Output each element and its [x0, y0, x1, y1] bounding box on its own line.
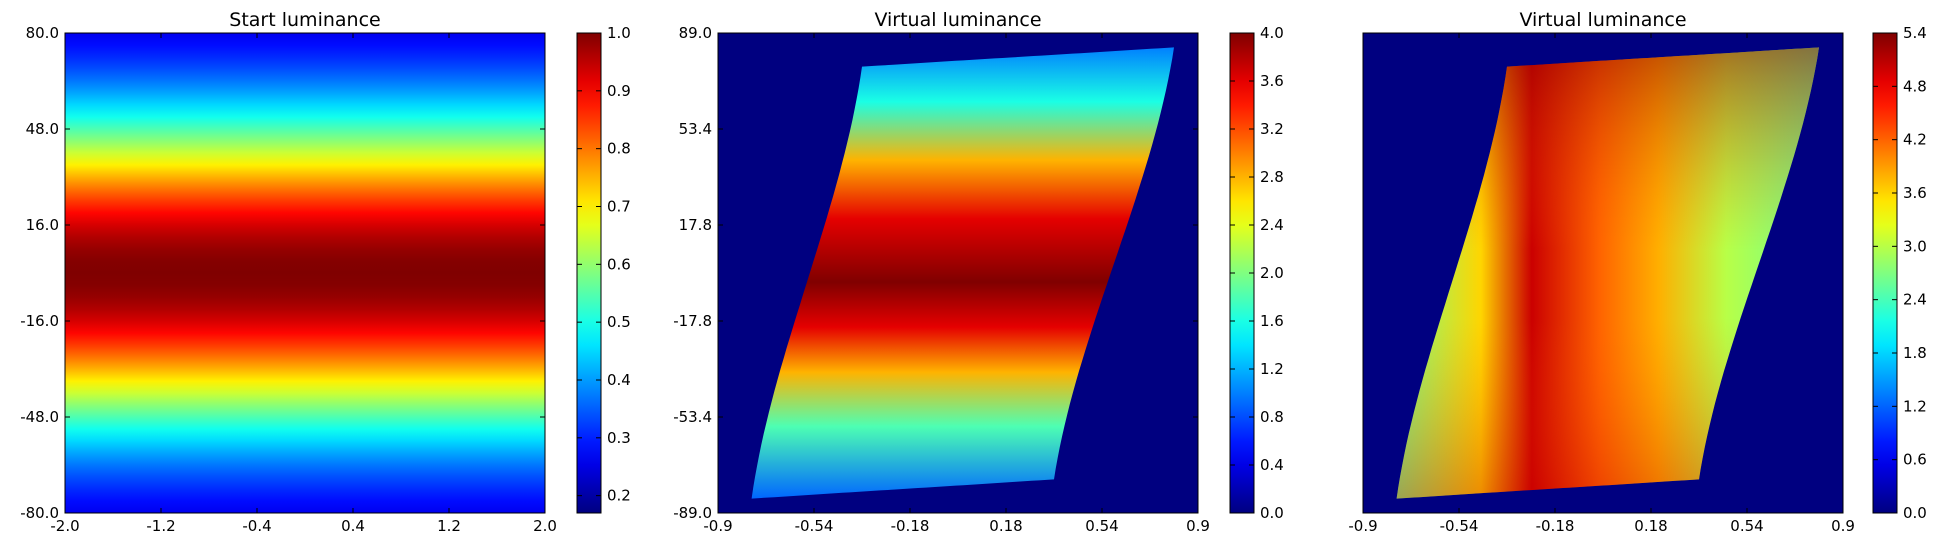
colorbar-tick-label: 3.6 — [1903, 184, 1927, 202]
colorbar-tick-label: 1.0 — [607, 24, 631, 42]
axes-frame — [717, 32, 1199, 514]
colorbar-tick-label: 0.4 — [1260, 456, 1284, 474]
colorbar-tick-label: 4.8 — [1903, 77, 1927, 95]
y-tick-label: -16.0 — [20, 312, 59, 330]
x-tick-label: 0.4 — [341, 517, 365, 535]
colorbar-tick-label: 0.6 — [1903, 451, 1927, 469]
colorbar-tick-label: 2.8 — [1260, 168, 1284, 186]
x-tick-label: 0.18 — [989, 517, 1022, 535]
colorbar-tick-label: 3.6 — [1260, 72, 1284, 90]
panel-3: Virtual luminance -0.9 -0.54 -0.18 0.18 0.54 0… — [1348, 9, 1927, 535]
y-tick-label: 53.4 — [679, 120, 712, 138]
colorbar-tick-label: 5.4 — [1903, 24, 1927, 42]
colorbar-tick-label: 4.2 — [1903, 131, 1927, 149]
x-tick-label: -0.54 — [1440, 517, 1479, 535]
virtual-region-shading — [1396, 47, 1819, 499]
colorbar-tick-label: 0.5 — [607, 313, 631, 331]
x-tick-label: 0.9 — [1186, 517, 1210, 535]
colorbar-tick-label: 2.0 — [1260, 264, 1284, 282]
colorbar-tick-label: 1.2 — [1903, 397, 1927, 415]
colorbar-tick-label: 0.0 — [1260, 504, 1284, 522]
x-tick-label: 1.2 — [437, 517, 461, 535]
colorbar-tick-label: 4.0 — [1260, 24, 1284, 42]
x-tick-label: 0.18 — [1634, 517, 1667, 535]
y-tick-label: -17.8 — [673, 312, 712, 330]
colorbar-tick-label: 0.8 — [1260, 408, 1284, 426]
x-tick-label: 0.9 — [1831, 517, 1855, 535]
colorbar-tick-label: 0.6 — [607, 255, 631, 273]
x-tick-label: -0.4 — [242, 517, 271, 535]
x-tick-label: -0.9 — [1348, 517, 1377, 535]
colorbar-tick-label: 0.2 — [607, 487, 631, 505]
colorbar — [1872, 32, 1898, 514]
colorbar-tick-label: 0.0 — [1903, 504, 1927, 522]
y-tick-label: -48.0 — [20, 408, 59, 426]
colorbar-tick-label: 0.3 — [607, 429, 631, 447]
chart-title: Virtual luminance — [1519, 9, 1686, 31]
colorbar-tick-label: 0.8 — [607, 140, 631, 158]
x-tick-label: 0.54 — [1730, 517, 1763, 535]
colorbar-tick-label: 1.2 — [1260, 360, 1284, 378]
chart-title: Virtual luminance — [874, 9, 1041, 31]
x-tick-label: -1.2 — [146, 517, 175, 535]
colorbar-tick-label: 2.4 — [1260, 216, 1284, 234]
chart-title: Start luminance — [229, 9, 380, 31]
y-tick-label: -53.4 — [673, 408, 712, 426]
x-tick-label: -2.0 — [50, 517, 79, 535]
colorbar-tick-label: 3.2 — [1260, 120, 1284, 138]
colorbar-tick-label: 0.7 — [607, 197, 631, 215]
y-tick-label: 17.8 — [679, 216, 712, 234]
axes-frame — [1362, 32, 1844, 514]
y-tick-label: -89.0 — [673, 504, 712, 522]
panel-1: Start luminance -2.0 -1.2 -0.4 0.4 1.2 2.0 80.0… — [20, 9, 631, 535]
y-tick-label: -80.0 — [20, 504, 59, 522]
axes-frame — [64, 32, 546, 514]
x-tick-label: 2.0 — [533, 517, 557, 535]
x-tick-label: -0.18 — [1536, 517, 1575, 535]
colorbar-tick-label: 0.4 — [607, 371, 631, 389]
x-tick-label: 0.54 — [1085, 517, 1118, 535]
y-tick-label: 80.0 — [26, 24, 59, 42]
x-tick-label: -0.9 — [703, 517, 732, 535]
y-tick-label: 89.0 — [679, 24, 712, 42]
virtual-region — [751, 47, 1174, 499]
y-tick-label: 16.0 — [26, 216, 59, 234]
x-tick-label: -0.54 — [795, 517, 834, 535]
colorbar — [576, 32, 602, 514]
colorbar-tick-label: 1.6 — [1260, 312, 1284, 330]
colorbar-tick-label: 0.9 — [607, 82, 631, 100]
y-tick-label: 48.0 — [26, 120, 59, 138]
x-tick-label: -0.18 — [891, 517, 930, 535]
colorbar-tick-label: 1.8 — [1903, 344, 1927, 362]
heatmap-field — [65, 33, 545, 513]
colorbar-tick-label: 2.4 — [1903, 291, 1927, 309]
colorbar-tick-label: 3.0 — [1903, 237, 1927, 255]
panel-2: Virtual luminance -0.9 -0.54 -0.18 0.18 0.54 0… — [673, 9, 1284, 535]
